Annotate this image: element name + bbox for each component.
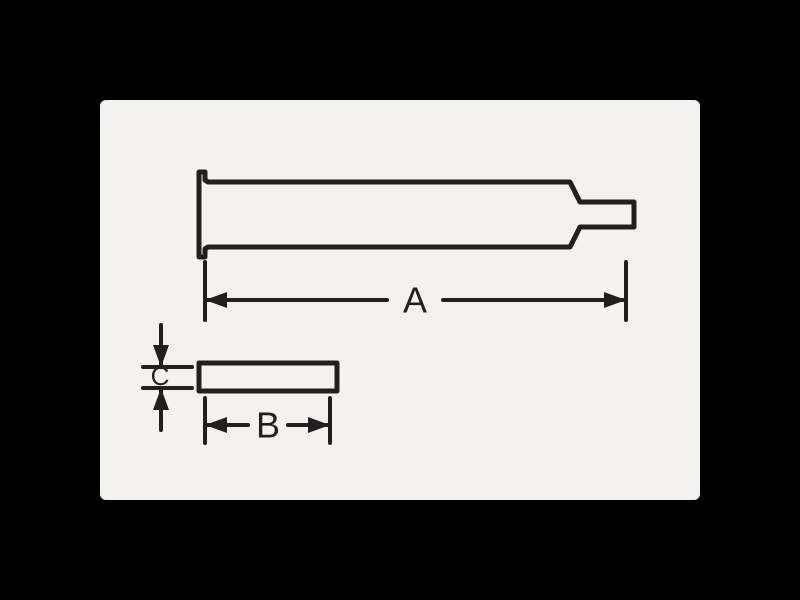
dimension-b-label: B (256, 405, 280, 446)
small-part (199, 363, 337, 391)
dimension-c-label: C (151, 361, 170, 391)
dimension-a-label: A (403, 280, 427, 321)
large-part (199, 172, 634, 257)
